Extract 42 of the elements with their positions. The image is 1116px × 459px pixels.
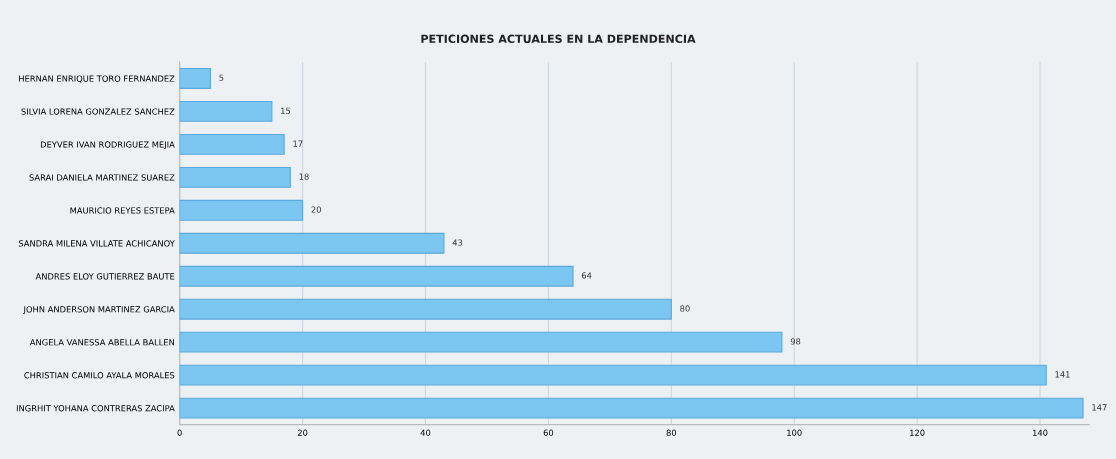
- bar: [179, 331, 783, 353]
- y-tick-label: HERNAN ENRIQUE TORO FERNANDEZ: [19, 75, 175, 83]
- bar: [179, 364, 1047, 386]
- data-label: 15: [281, 107, 291, 114]
- y-tick-label: SILVIA LORENA GONZALEZ SANCHEZ: [21, 108, 175, 115]
- x-tick-label: 20: [297, 429, 308, 436]
- bar: [179, 298, 672, 320]
- y-tick-label: DEYVER IVAN RODRIGUEZ MEJIA: [40, 141, 175, 150]
- bar: [179, 199, 304, 221]
- bar: [179, 397, 1084, 419]
- x-tick-label: 140: [1033, 429, 1048, 436]
- bar: [179, 100, 273, 122]
- bar: [179, 232, 445, 254]
- data-label: 20: [311, 206, 321, 213]
- bar: [179, 133, 285, 155]
- x-tick-label: 100: [787, 429, 802, 436]
- x-tick-label: 120: [910, 429, 925, 436]
- data-label: 18: [299, 173, 309, 180]
- data-label: 17: [293, 140, 303, 147]
- data-label: 43: [452, 239, 463, 246]
- data-label: 80: [680, 305, 690, 312]
- chart-title: PETICIONES ACTUALES EN LA DEPENDENCIA: [421, 34, 696, 44]
- x-tick-label: 40: [420, 429, 431, 436]
- y-tick-label: ANDRES ELOY GUTIERREZ BAUTE: [35, 273, 175, 280]
- y-tick-label: SARAI DANIELA MARTINEZ SUAREZ: [29, 174, 175, 181]
- y-tick-label: CHRISTIAN CAMILO AYALA MORALES: [24, 372, 175, 379]
- bar: [179, 68, 211, 89]
- data-label: 141: [1055, 371, 1070, 378]
- x-tick-label: 60: [543, 429, 554, 436]
- bar: [179, 265, 574, 287]
- data-label: 98: [790, 338, 801, 345]
- data-label: 147: [1092, 404, 1107, 411]
- bar: [179, 166, 291, 188]
- y-tick-label: MAURICIO REYES ESTEPA: [70, 207, 175, 214]
- y-tick-label: ANGELA VANESSA ABELLA BALLEN: [29, 339, 174, 346]
- y-tick-label: JOHN ANDERSON MARTINEZ GARCIA: [23, 306, 175, 315]
- data-label: 64: [581, 272, 592, 279]
- y-tick-label: SANDRA MILENA VILLATE ACHICANOY: [18, 240, 175, 247]
- y-tick-label: INGRHIT YOHANA CONTRERAS ZACIPA: [16, 405, 175, 412]
- x-tick-label: 0: [177, 429, 182, 436]
- data-label: 5: [219, 74, 224, 81]
- x-tick-label: 80: [666, 429, 677, 436]
